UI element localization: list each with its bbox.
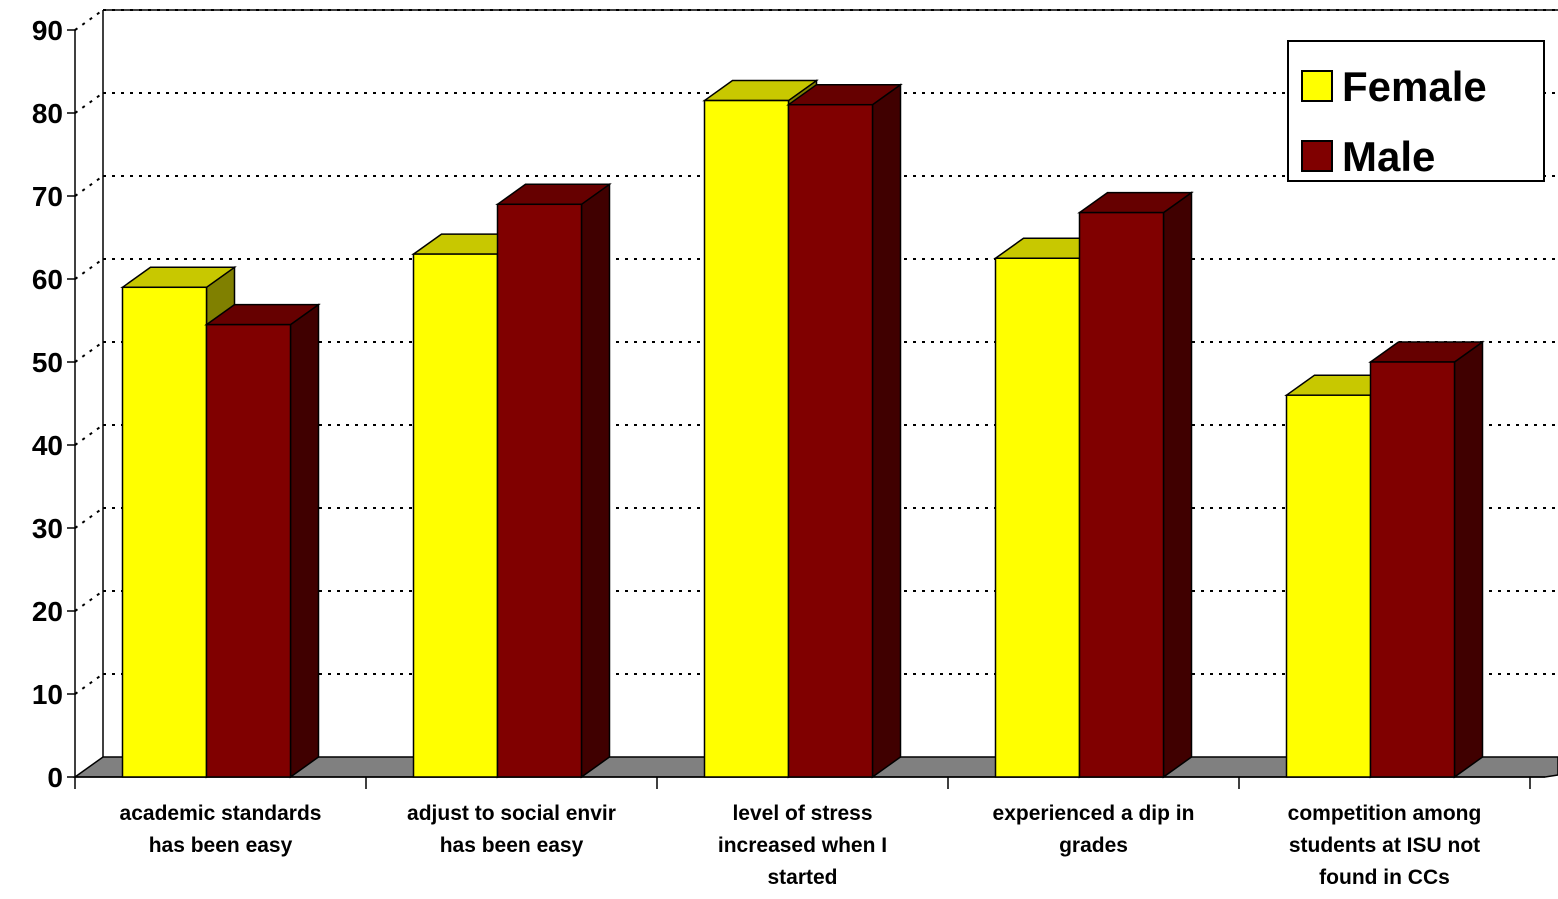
category-label-line: grades	[1059, 834, 1128, 857]
category-label-line: found in CCs	[1319, 866, 1450, 889]
y-tick-label: 20	[32, 596, 63, 627]
y-tick-label: 60	[32, 264, 63, 295]
bar-front	[1369, 361, 1456, 778]
y-tick-label: 10	[32, 679, 63, 710]
bar-male-2	[495, 182, 612, 779]
legend: Female Male	[1287, 40, 1545, 182]
y-tick-label: 90	[32, 15, 63, 46]
category-label-line: academic standards	[120, 802, 322, 825]
gridline-depth	[74, 673, 104, 695]
gridline-depth	[74, 507, 104, 529]
gridline-depth	[74, 175, 104, 197]
x-axis-labels: academic standards has been easy adjust to…	[120, 802, 1482, 889]
legend-label-female: Female	[1342, 63, 1487, 110]
bar-front	[1285, 394, 1372, 778]
bar-front	[1078, 211, 1165, 778]
y-tick-label: 30	[32, 513, 63, 544]
bar-front	[205, 323, 292, 778]
bar-front	[994, 257, 1081, 778]
gridline-depth	[74, 424, 104, 446]
bar-front	[703, 99, 790, 778]
bar-side	[580, 182, 611, 779]
legend-box	[1287, 40, 1545, 182]
gridline-depth	[74, 92, 104, 114]
legend-swatch-female	[1301, 70, 1333, 102]
bar-male-5	[1368, 340, 1485, 779]
bars	[120, 79, 1485, 779]
category-label-line: level of stress	[732, 802, 872, 825]
y-tick-label: 40	[32, 430, 63, 461]
category-label-line: experienced a dip in	[993, 802, 1195, 825]
bar-front	[412, 253, 499, 778]
bar-male-3	[786, 83, 903, 779]
category-label-line: has been easy	[149, 834, 293, 857]
category-label-line: has been easy	[440, 834, 584, 857]
category-label-line: adjust to social envir	[407, 802, 616, 825]
category-label-line: increased when I	[718, 834, 887, 857]
category-label-line: students at ISU not	[1289, 834, 1480, 857]
gridline-depth	[74, 590, 104, 612]
bar-side	[1453, 340, 1484, 779]
gridline-depth	[74, 9, 104, 31]
bar-side	[289, 303, 320, 779]
bar-front	[121, 286, 208, 778]
bar-male-1	[204, 303, 321, 779]
y-tick-label: 70	[32, 181, 63, 212]
bar-side	[871, 83, 902, 779]
y-tick-label: 50	[32, 347, 63, 378]
y-tick-label: 0	[47, 762, 63, 793]
bar-side	[1162, 191, 1193, 779]
bar-male-4	[1077, 191, 1194, 779]
y-tick-label: 80	[32, 98, 63, 129]
legend-swatch-male	[1301, 140, 1333, 172]
gridline-depth	[74, 341, 104, 363]
category-label-line: started	[767, 866, 837, 889]
bar-front	[496, 203, 583, 778]
gridline-depth	[74, 258, 104, 280]
category-label-line: competition among	[1288, 802, 1482, 825]
legend-label-male: Male	[1342, 133, 1435, 180]
bar-front	[787, 103, 874, 778]
